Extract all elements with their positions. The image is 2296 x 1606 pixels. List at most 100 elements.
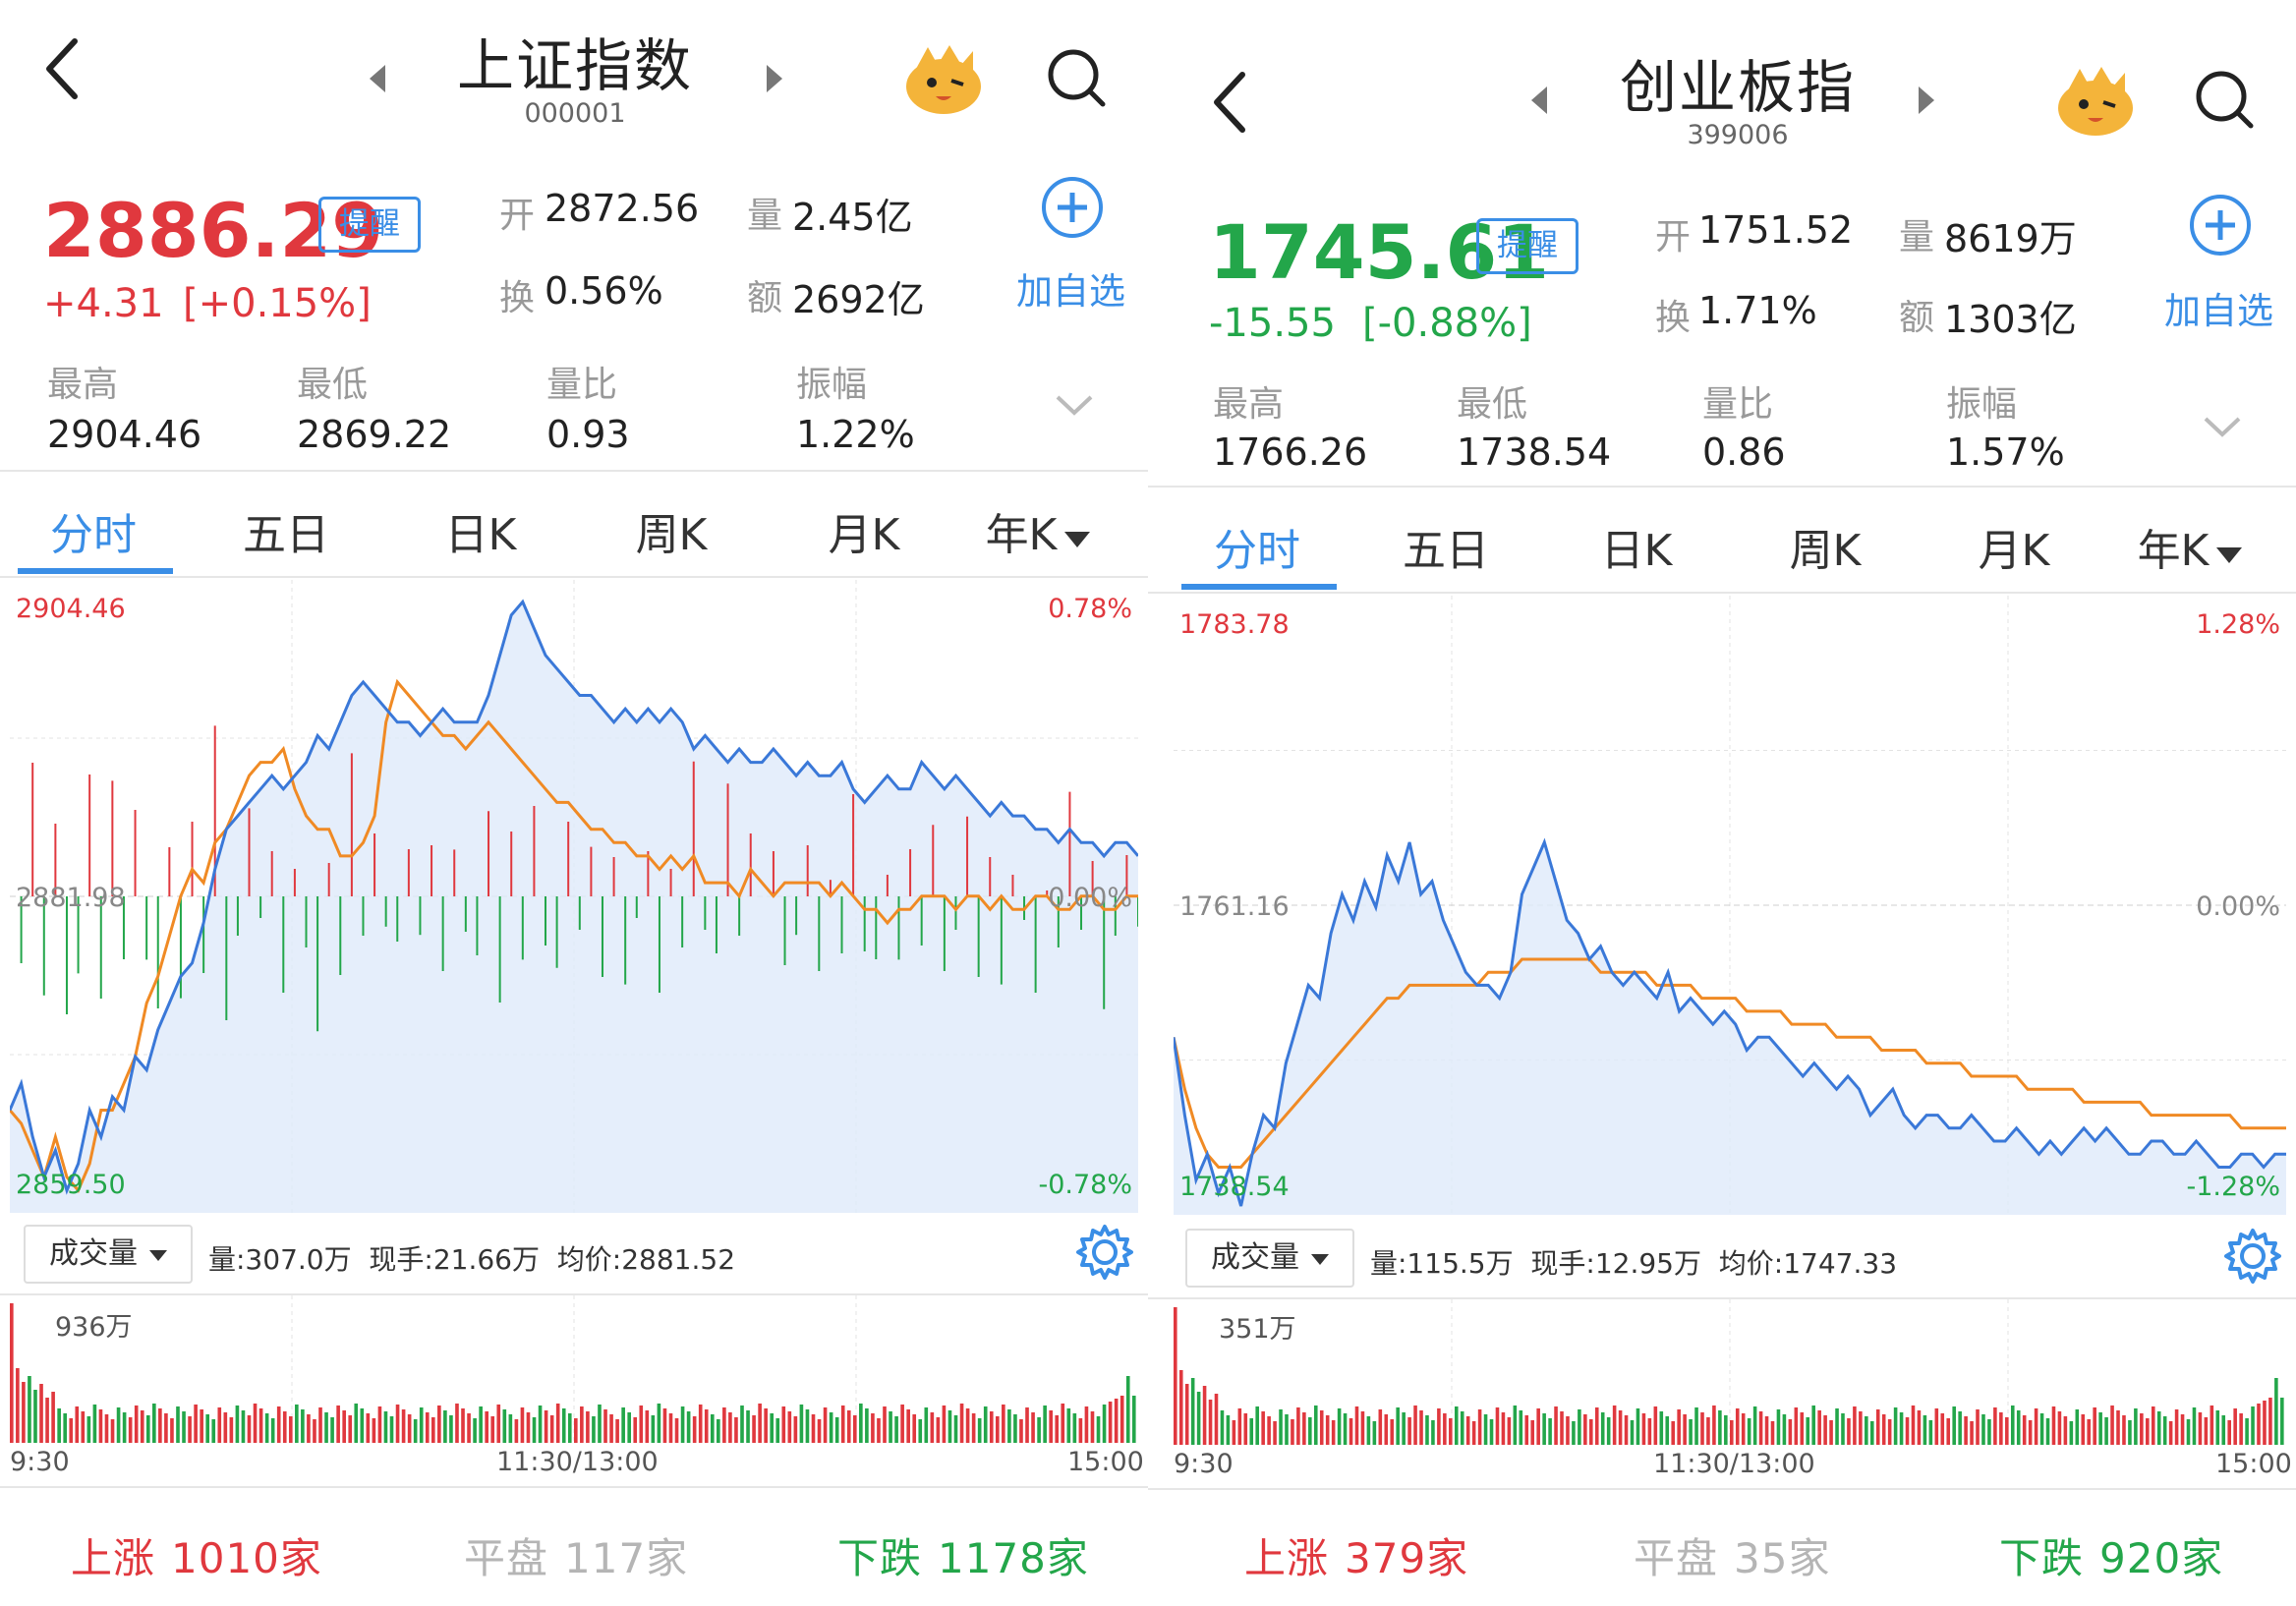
volume-bar	[1958, 1411, 1962, 1445]
tab-intraday[interactable]: 分时	[1214, 526, 1300, 576]
volume-chart	[10, 1295, 1136, 1443]
volume-bar	[823, 1407, 828, 1443]
expand-chevron-icon[interactable]	[2202, 413, 2243, 440]
volume-bar	[57, 1408, 61, 1443]
volume-bar	[1764, 1416, 1769, 1445]
volume-bar	[2028, 1420, 2033, 1445]
tab-week-k[interactable]: 周K	[635, 510, 708, 560]
volume-bar	[140, 1410, 144, 1443]
volume-indicator-select[interactable]: 成交量	[24, 1225, 193, 1284]
add-watchlist-label[interactable]: 加自选	[2164, 290, 2273, 332]
price-area-fill	[1174, 842, 2286, 1215]
volume-bar	[1747, 1418, 1751, 1445]
search-icon[interactable]	[2194, 69, 2257, 134]
tab-month-k[interactable]: 月K	[828, 510, 900, 560]
volume-bar	[1407, 1417, 1411, 1445]
price-area-fill	[10, 602, 1138, 1213]
add-watchlist-icon[interactable]	[2188, 193, 2253, 258]
axis-base-label: 1761.16	[1179, 891, 1290, 922]
volume-bar	[98, 1409, 103, 1443]
volume-bar	[752, 1415, 756, 1443]
stat-label-amplitude: 振幅	[796, 365, 868, 405]
volume-bar	[775, 1418, 780, 1443]
volume-bar	[1471, 1421, 1476, 1445]
prev-index-icon[interactable]	[1527, 85, 1551, 116]
next-index-icon[interactable]	[1915, 85, 1938, 116]
settings-gear-icon[interactable]	[1075, 1223, 1134, 1282]
tab-five-day[interactable]: 五日	[243, 510, 329, 560]
volume-bar	[217, 1407, 222, 1443]
tab-day-k[interactable]: 日K	[444, 510, 517, 560]
mascot-icon[interactable]	[2054, 61, 2137, 138]
volume-bar	[680, 1406, 685, 1443]
volume-bar	[1800, 1412, 1805, 1445]
tab-day-k[interactable]: 日K	[1600, 526, 1673, 576]
price-change-pct: [+0.15%]	[183, 281, 372, 326]
tab-week-k[interactable]: 周K	[1789, 526, 1862, 576]
mascot-icon[interactable]	[902, 39, 985, 116]
volume-bar	[360, 1408, 365, 1443]
volume-bar	[746, 1410, 750, 1443]
volume-bar	[276, 1406, 281, 1443]
volume-bar	[1788, 1419, 1793, 1445]
back-icon[interactable]	[1211, 71, 1250, 134]
next-index-icon[interactable]	[763, 63, 786, 94]
axis-base-label: 2881.98	[16, 883, 126, 913]
add-watchlist-icon[interactable]	[1040, 175, 1105, 240]
volume-bar	[425, 1412, 430, 1443]
volume-bar	[983, 1406, 988, 1443]
volume-bar	[164, 1413, 168, 1443]
back-icon[interactable]	[43, 37, 83, 100]
tab-five-day[interactable]: 五日	[1403, 526, 1489, 576]
volume-bar	[1712, 1405, 1716, 1445]
volume-bar	[1524, 1415, 1529, 1445]
tab-month-k[interactable]: 月K	[1978, 526, 2050, 576]
volume-bar	[953, 1415, 958, 1443]
remind-button[interactable]: 提醒	[318, 197, 421, 253]
volume-bar	[2180, 1414, 2185, 1445]
volume-bar	[793, 1416, 798, 1443]
expand-chevron-icon[interactable]	[1054, 391, 1095, 419]
volume-bar	[1232, 1420, 1236, 1445]
volume-bar	[342, 1410, 346, 1443]
volume-bar	[900, 1405, 904, 1443]
volume-bar	[1285, 1414, 1289, 1445]
search-icon[interactable]	[1046, 47, 1109, 112]
volume-bar	[657, 1404, 661, 1443]
volume-bar	[1460, 1411, 1464, 1445]
volume-bar	[152, 1404, 156, 1443]
prev-index-icon[interactable]	[366, 63, 389, 94]
stat-label-low: 最低	[1457, 384, 1528, 425]
volume-bar	[2274, 1378, 2278, 1445]
tab-intraday[interactable]: 分时	[50, 510, 137, 560]
tab-year-k[interactable]: 年K	[955, 499, 1122, 562]
volume-bar	[2204, 1417, 2209, 1445]
volume-bar	[2093, 1407, 2096, 1445]
volume-bar	[514, 1419, 519, 1443]
volume-bar	[1911, 1405, 1916, 1445]
turnover-value: 0.56%	[545, 269, 663, 313]
volume-bar	[1683, 1414, 1687, 1445]
volume-bar	[1946, 1418, 1951, 1445]
volume-bar	[1202, 1386, 1207, 1445]
tab-year-k[interactable]: 年K	[2107, 515, 2274, 578]
volume-bar	[526, 1412, 531, 1443]
volume-bar	[1402, 1412, 1406, 1445]
avg-price-line	[10, 678, 1138, 1194]
volume-bar	[2168, 1421, 2173, 1445]
imbalance-bars	[20, 725, 1138, 1032]
remind-button[interactable]: 提醒	[1476, 218, 1578, 274]
volume-indicator-select[interactable]: 成交量	[1185, 1229, 1354, 1288]
volume-bar	[918, 1419, 923, 1443]
volume-bar	[401, 1409, 406, 1443]
settings-gear-icon[interactable]	[2223, 1227, 2282, 1286]
add-watchlist-label[interactable]: 加自选	[1016, 270, 1125, 313]
volume-bar	[1741, 1413, 1746, 1445]
time-start: 9:30	[1174, 1449, 1234, 1479]
volume-bar	[1606, 1417, 1611, 1445]
volume-bar	[1677, 1409, 1681, 1445]
volume-bar	[1108, 1402, 1113, 1443]
volume-bar	[817, 1419, 822, 1443]
volume-bar	[995, 1416, 1000, 1443]
volume-bar	[1770, 1421, 1775, 1445]
